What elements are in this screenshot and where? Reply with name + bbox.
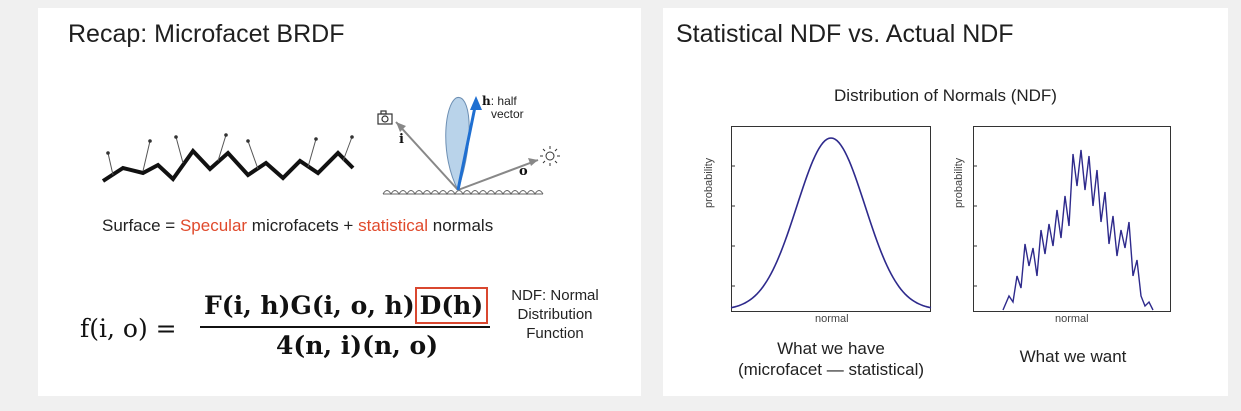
ndf-note-line: Distribution (517, 306, 593, 323)
o-vector-label: o (519, 164, 528, 179)
ndf-subtitle: Distribution of Normals (NDF) (834, 86, 1057, 105)
caption-line: What we have (777, 339, 885, 358)
ndf-note-line: NDF: Normal (511, 287, 599, 304)
microfacet-surface-sketch (101, 133, 355, 183)
panel-caption: What we want (963, 346, 1183, 367)
slide-title: Recap: Microfacet BRDF (68, 20, 345, 48)
y-axis-label: probability (953, 157, 965, 208)
x-axis-label: normal (815, 313, 849, 325)
i-vector-label: i (399, 132, 404, 147)
gaussian-curve (730, 137, 932, 309)
sun-icon (540, 146, 560, 166)
ndf-note-line: Function (526, 325, 584, 342)
panel-caption: What we have (microfacet — statistical) (711, 338, 951, 380)
slide-microfacet-brdf: Recap: Microfacet BRDF (38, 8, 641, 396)
brdf-numerator: F(i, h)G(i, o, h) D(h) (204, 287, 489, 324)
ndf-plot-statistical (730, 126, 932, 312)
ndf-plot-actual (973, 126, 1171, 312)
h-text: : half (490, 94, 517, 108)
caption-line: What we want (1019, 347, 1127, 366)
caption-part: normals (428, 216, 494, 235)
noisy-ndf-curve (1002, 149, 1154, 311)
h-symbol: h (482, 94, 491, 108)
ndf-note: NDF: Normal Distribution Function (500, 286, 610, 343)
brdf-denominator: 4(n, i)(n, o) (276, 331, 439, 360)
h-vector-label: h: half vector (482, 95, 524, 121)
caption-part: Surface = (102, 216, 180, 235)
slide-ndf-comparison: Statistical NDF vs. Actual NDF Distribut… (663, 8, 1228, 396)
camera-icon (377, 110, 393, 125)
ndf-term: D(h) (414, 287, 489, 324)
fraction-bar (200, 326, 490, 328)
h-text-2: vector (491, 107, 524, 121)
brdf-lhs: f(i, o) = (80, 314, 177, 343)
caption-line: (microfacet — statistical) (737, 360, 925, 379)
caption-part: microfacets + (247, 216, 359, 235)
statistical-word: statistical (358, 216, 429, 235)
numerator-fg: F(i, h)G(i, o, h) (204, 291, 415, 320)
specular-word: Specular (179, 216, 248, 235)
brdf-lobe-diagram (377, 96, 560, 196)
surface-caption: Surface = Specular microfacets + statist… (102, 216, 493, 236)
y-axis-label: probability (703, 157, 715, 208)
x-axis-label: normal (1055, 313, 1089, 325)
slide-title: Statistical NDF vs. Actual NDF (676, 20, 1014, 48)
